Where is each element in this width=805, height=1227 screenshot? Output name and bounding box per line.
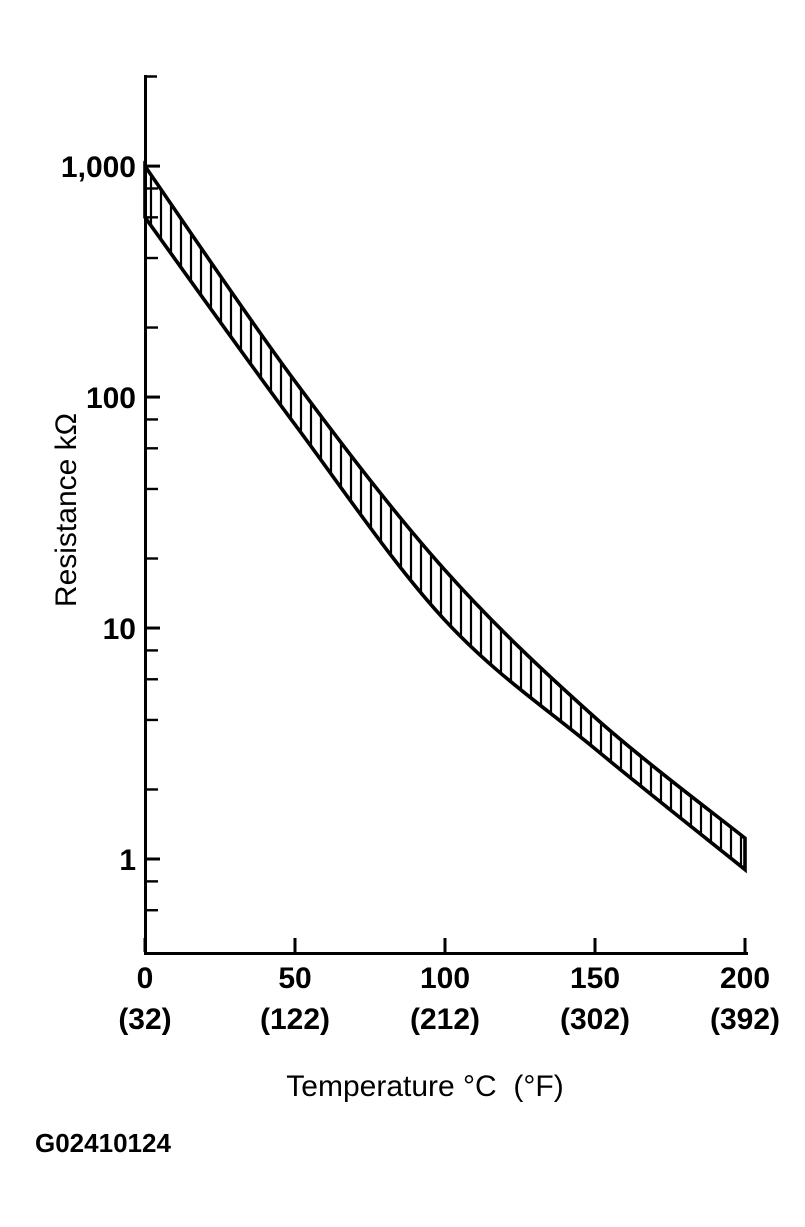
y-tick-label: 100 [86,382,136,415]
y-axis-title: Resistance kΩ [50,413,83,607]
y-axis: 1,000 100 10 1 Resistance kΩ [50,75,160,955]
x-tick-fahrenheit-label: (392) [710,1003,780,1036]
x-tick-label: 50 [278,962,311,995]
x-tick-fahrenheit-label: (32) [118,1003,171,1036]
figure-code: G02410124 [35,1128,171,1158]
x-tick-label: 200 [720,962,770,995]
x-axis-title: Temperature °C (°F) [286,1070,563,1103]
y-tick-label: 1 [119,844,136,877]
band-hatch-lines [149,166,743,870]
x-tick-label: 0 [137,962,154,995]
x-tick-fahrenheit-label: (302) [560,1003,630,1036]
y-axis-ticks [146,164,160,912]
x-axis-ticks [143,938,747,952]
x-tick-label: 150 [570,962,620,995]
x-tick-fahrenheit-label: (122) [260,1003,330,1036]
y-tick-label: 1,000 [61,151,136,184]
y-tick-label: 10 [103,613,136,646]
resistance-band [143,160,747,874]
x-tick-fahrenheit-label: (212) [410,1003,480,1036]
x-axis: 0 50 100 150 200 (32) (122) (212) (302) … [118,938,780,1103]
x-tick-label: 100 [420,962,470,995]
band-outline-curves [143,160,747,874]
